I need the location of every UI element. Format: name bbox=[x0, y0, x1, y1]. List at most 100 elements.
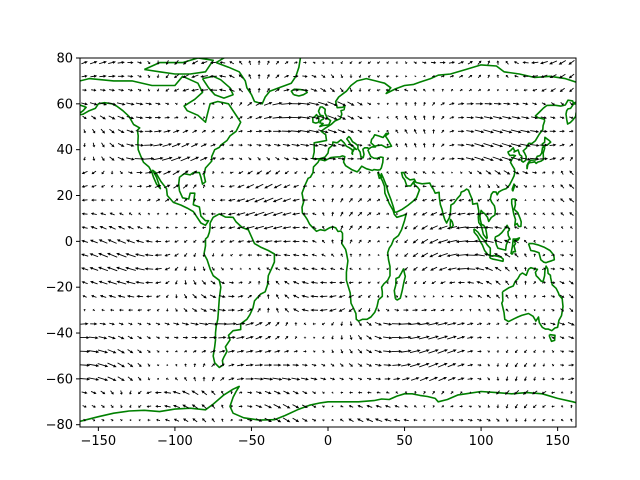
wind-vector-arrow bbox=[81, 391, 88, 395]
wind-vector-arrow bbox=[446, 225, 458, 230]
wind-vector-arrow bbox=[551, 240, 555, 243]
wind-vector-arrow bbox=[331, 61, 335, 64]
wind-vector-arrow bbox=[541, 267, 546, 271]
wind-vector-arrow bbox=[293, 349, 298, 353]
wind-vector-arrow bbox=[303, 336, 307, 339]
wind-vector-arrow bbox=[327, 129, 338, 134]
wind-vector-arrow bbox=[358, 321, 362, 327]
wind-vector-arrow bbox=[245, 322, 255, 326]
wind-vector-arrow bbox=[422, 280, 427, 285]
wind-vector-arrow bbox=[524, 212, 528, 216]
wind-vector-arrow bbox=[201, 129, 206, 133]
wind-vector-arrow bbox=[441, 88, 445, 92]
wind-vector-arrow bbox=[428, 335, 439, 340]
wind-vector-arrow bbox=[91, 184, 97, 188]
wind-vector-arrow bbox=[309, 143, 319, 147]
wind-vector-arrow bbox=[542, 294, 546, 298]
wind-vector-arrow bbox=[210, 212, 216, 216]
wind-vector-arrow bbox=[531, 74, 538, 78]
wind-vector-arrow bbox=[423, 390, 426, 395]
wind-vector-arrow bbox=[275, 170, 281, 175]
wind-vector-arrow bbox=[91, 198, 97, 202]
wind-vector-arrow bbox=[514, 349, 518, 353]
wind-vector-arrow bbox=[147, 308, 151, 312]
wind-vector-arrow bbox=[487, 184, 491, 189]
wind-vector-arrow bbox=[164, 267, 171, 271]
wind-vector-arrow bbox=[201, 280, 207, 285]
wind-vector-arrow bbox=[541, 322, 547, 326]
wind-vector-arrow bbox=[219, 198, 226, 202]
wind-vector-arrow bbox=[549, 74, 557, 79]
wind-vector-arrow bbox=[432, 295, 436, 298]
wind-vector-arrow bbox=[127, 335, 134, 340]
wind-vector-arrow bbox=[331, 391, 334, 394]
wind-vector-arrow bbox=[524, 418, 527, 422]
wind-vector-arrow bbox=[127, 376, 134, 381]
wind-vector-arrow bbox=[404, 404, 409, 408]
wind-vector-arrow bbox=[550, 116, 556, 120]
wind-vector-arrow bbox=[174, 280, 178, 285]
wind-vector-arrow bbox=[395, 295, 399, 298]
wind-vector-arrow bbox=[90, 322, 98, 326]
wind-vector-arrow bbox=[294, 171, 298, 174]
wind-vector-arrow bbox=[136, 171, 143, 175]
wind-vector-arrow bbox=[412, 252, 419, 258]
wind-vector-arrow bbox=[523, 226, 528, 229]
wind-vector-arrow bbox=[477, 377, 482, 381]
wind-vector-arrow bbox=[440, 308, 445, 312]
wind-vector-arrow bbox=[82, 88, 87, 92]
wind-vector-arrow bbox=[318, 101, 329, 106]
wind-vector-arrow bbox=[311, 404, 317, 408]
wind-vector-arrow bbox=[348, 377, 353, 381]
wind-vector-arrow bbox=[238, 391, 243, 394]
wind-vector-arrow bbox=[542, 199, 546, 202]
wind-vector-arrow bbox=[496, 390, 500, 395]
wind-vector-arrow bbox=[340, 171, 344, 174]
wind-vector-arrow bbox=[173, 418, 180, 422]
wind-vector-arrow bbox=[202, 226, 206, 230]
wind-vector-arrow bbox=[182, 88, 189, 92]
wind-vector-arrow bbox=[256, 170, 263, 175]
wind-vector-arrow bbox=[266, 307, 270, 313]
wind-vector-arrow bbox=[107, 102, 117, 106]
wind-vector-arrow bbox=[321, 225, 325, 230]
wind-vector-arrow bbox=[312, 226, 317, 230]
wind-vector-arrow bbox=[266, 60, 270, 65]
wind-vector-arrow bbox=[80, 322, 89, 326]
wind-vector-arrow bbox=[569, 116, 574, 120]
wind-vector-arrow bbox=[464, 253, 476, 257]
wind-vector-arrow bbox=[496, 363, 500, 367]
wind-vector-arrow bbox=[175, 212, 178, 216]
wind-vector-arrow bbox=[171, 143, 181, 148]
y-tick-label: 80 bbox=[56, 52, 73, 67]
wind-vector-arrow bbox=[284, 170, 289, 175]
wind-vector-arrow bbox=[230, 418, 233, 422]
wind-vector-arrow bbox=[320, 267, 327, 271]
wind-vector-arrow bbox=[193, 363, 197, 367]
wind-vector-arrow bbox=[474, 129, 485, 134]
wind-vector-arrow bbox=[146, 226, 152, 229]
wind-vector-arrow bbox=[99, 225, 107, 230]
wind-vector-arrow bbox=[174, 60, 179, 65]
wind-vector-arrow bbox=[568, 377, 575, 381]
wind-vector-arrow bbox=[503, 239, 511, 244]
wind-vector-arrow bbox=[477, 74, 482, 79]
wind-vector-arrow bbox=[550, 295, 556, 298]
wind-vector-arrow bbox=[156, 88, 160, 92]
wind-vector-arrow bbox=[568, 60, 575, 65]
wind-vector-arrow bbox=[220, 143, 225, 147]
wind-vector-arrow bbox=[220, 377, 225, 381]
wind-vector-arrow bbox=[559, 267, 565, 271]
wind-vector-arrow bbox=[386, 116, 389, 120]
wind-vector-arrow bbox=[457, 102, 465, 106]
wind-vector-arrow bbox=[182, 404, 190, 409]
wind-vector-arrow bbox=[107, 376, 117, 381]
wind-vector-arrow bbox=[254, 183, 264, 189]
wind-vector-arrow bbox=[109, 128, 115, 134]
wind-vector-arrow bbox=[163, 170, 172, 175]
wind-vector-arrow bbox=[514, 336, 518, 339]
wind-vector-arrow bbox=[257, 308, 261, 313]
wind-vector-arrow bbox=[549, 157, 557, 161]
wind-vector-arrow bbox=[533, 240, 536, 243]
wind-vector-arrow bbox=[349, 61, 353, 64]
